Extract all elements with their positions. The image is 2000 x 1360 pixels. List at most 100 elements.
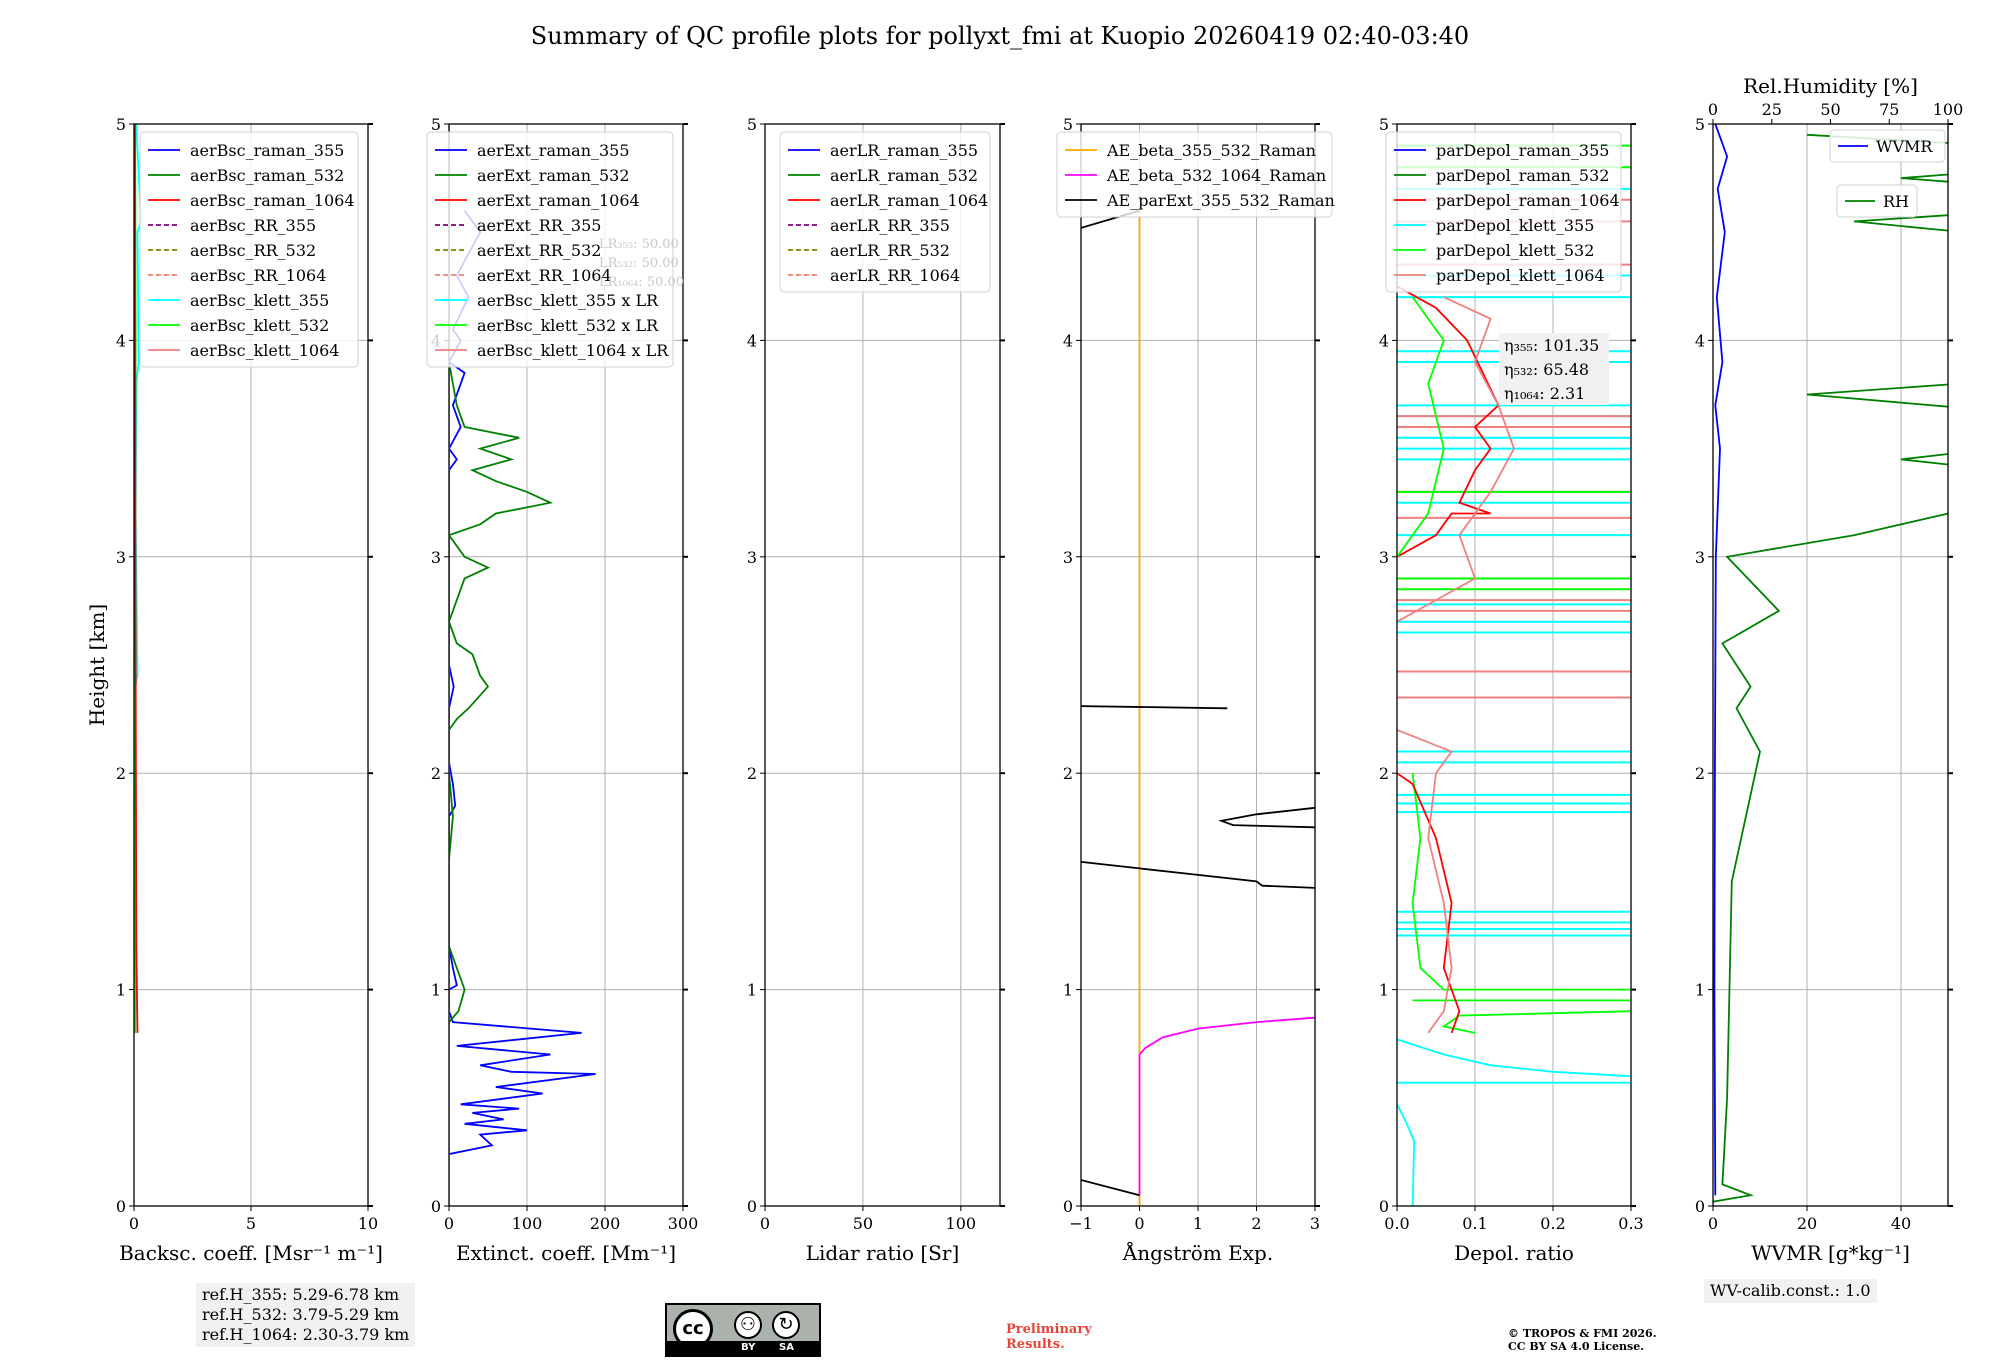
legend-label: aerExt_RR_532: [477, 241, 601, 260]
y-tick-label: 5: [1063, 115, 1073, 134]
x-tick-label: 0.1: [1462, 1214, 1487, 1233]
series-line-pardepol-klett-355: [1397, 1038, 1631, 1078]
eta-annotation-box: η₃₅₅: 101.35 η₅₃₂: 65.48 η₁₀₆₄: 2.31: [1499, 333, 1609, 405]
y-tick-label: 3: [1063, 548, 1073, 567]
y-tick-label: 2: [431, 764, 441, 783]
y-tick-label: 1: [431, 981, 441, 1000]
legend-label: aerBsc_klett_355 x LR: [477, 291, 659, 310]
copyright-line-2: CC BY SA 4.0 License.: [1508, 1340, 1645, 1353]
y-tick-label: 1: [116, 981, 126, 1000]
series-line-aerext-raman-355: [449, 210, 596, 1155]
legend-label: parDepol_klett_355: [1436, 216, 1594, 235]
data-lines: [1713, 124, 1948, 1203]
eta-annotation: η₅₃₂: 65.48: [1504, 360, 1589, 379]
legend-box: [1056, 131, 1333, 218]
cc-logo-text: cc: [682, 1318, 704, 1339]
y-tick-label: 4: [1695, 331, 1705, 350]
lidar-ratio-annotation: LR₁₀₆₄: 50.00: [599, 275, 684, 290]
series-line-pardepol-klett-1064: [1397, 296, 1515, 623]
legend-label: RH: [1883, 192, 1909, 211]
x-tick-label: 0.0: [1384, 1214, 1409, 1233]
legend-label: aerBsc_RR_532: [190, 241, 316, 260]
x-axis-label: Depol. ratio: [1454, 1241, 1574, 1265]
x-tick-label: 0: [1708, 1214, 1718, 1233]
y-tick-label: 0: [1063, 1197, 1073, 1216]
legend-label: parDepol_raman_532: [1436, 166, 1609, 185]
legend-label: aerLR_RR_1064: [830, 266, 960, 285]
panel-3: 0 50 100 0 1 2 3 4 5 Lidar ratio [Sr] aerLR_raman_…: [747, 115, 1005, 1265]
lidar-ratio-annotation: LR₅₃₂: 50.00: [599, 256, 679, 271]
top-x-tick-label: 0: [1708, 100, 1718, 119]
legend-label: aerBsc_RR_355: [190, 216, 316, 235]
x-axis-label: Ångström Exp.: [1122, 1240, 1273, 1265]
legend-label: aerLR_raman_1064: [830, 191, 988, 210]
series-line-pardepol-klett-532: [1397, 296, 1445, 558]
legend-label: aerLR_raman_355: [830, 141, 978, 160]
x-tick-label: 0.3: [1618, 1214, 1643, 1233]
x-tick-label: 300: [668, 1214, 699, 1233]
license-by-label: BY: [741, 1342, 756, 1353]
legend-label: aerBsc_klett_1064 x LR: [477, 341, 669, 360]
legend-box: [1829, 129, 1946, 163]
y-tick-label: 0: [1379, 1197, 1389, 1216]
x-tick-label: 5: [246, 1214, 256, 1233]
y-tick-label: 4: [1063, 331, 1073, 350]
x-tick-label: 0.2: [1540, 1214, 1565, 1233]
axes-frame: [1396, 123, 1632, 1207]
copyright-line-1: © TROPOS & FMI 2026.: [1508, 1327, 1657, 1340]
top-x-tick-label: 50: [1820, 100, 1840, 119]
eta-box-bg: [1499, 333, 1609, 405]
x-tick-label: 2: [1251, 1214, 1261, 1233]
cc-license-badge: cc ⚇ ↻ BY SA: [665, 1303, 821, 1357]
legend-label: aerLR_RR_532: [830, 241, 950, 260]
legend-box: [426, 131, 674, 368]
y-tick-label: 5: [1379, 115, 1389, 134]
y-tick-label: 5: [431, 115, 441, 134]
ref-height-1064: ref.H_1064: 2.30-3.79 km: [202, 1325, 410, 1344]
data-lines: [1397, 144, 1631, 1206]
y-tick-label: 3: [747, 548, 757, 567]
series-line-pardepol-raman-1064: [1397, 772, 1461, 1034]
series-line-pardepol-klett-1064: [1397, 729, 1454, 1034]
series-line-rh: [1713, 133, 1948, 1203]
legend-label: aerBsc_raman_1064: [190, 191, 355, 210]
legend-label: parDepol_klett_532: [1436, 241, 1594, 260]
axes-frame: [764, 123, 1001, 1207]
legend-label: AE_beta_532_1064_Raman: [1106, 166, 1326, 185]
series-line-pardepol-klett-355: [1397, 1103, 1416, 1206]
y-tick-label: 5: [116, 115, 126, 134]
legend-rh: RH: [1836, 184, 1918, 218]
y-tick-label: 4: [116, 331, 126, 350]
y-tick-label: 2: [747, 764, 757, 783]
legend-box: [1385, 131, 1622, 293]
preliminary-line-1: Preliminary: [1006, 1322, 1092, 1337]
x-axis-label: WVMR [g*kg⁻¹]: [1751, 1241, 1910, 1265]
license-sa-label: SA: [779, 1342, 794, 1353]
license-label-strip: BY SA: [667, 1341, 819, 1355]
x-axis-label: Lidar ratio [Sr]: [806, 1241, 960, 1265]
y-tick-label: 1: [1379, 981, 1389, 1000]
legend-label: aerExt_RR_1064: [477, 266, 612, 285]
legend-label: aerExt_RR_355: [477, 216, 601, 235]
data-lines: [1081, 209, 1315, 1206]
series-line-ae-parext-355-532-raman: [1081, 861, 1315, 889]
series-line-pardepol-klett-532: [1441, 1010, 1631, 1034]
legend-label: WVMR: [1876, 137, 1933, 156]
y-tick-label: 1: [747, 981, 757, 1000]
legend: aerExt_raman_355 aerExt_raman_532 aerExt_r…: [426, 131, 674, 368]
x-axis-label: Backsc. coeff. [Msr⁻¹ m⁻¹]: [119, 1241, 383, 1265]
series-line-pardepol-raman-1064: [1397, 285, 1500, 558]
legend-label: parDepol_raman_1064: [1436, 191, 1620, 210]
y-tick-label: 1: [1695, 981, 1705, 1000]
axes-frame: [448, 123, 684, 1207]
legend-label: aerBsc_raman_532: [190, 166, 344, 185]
legend: AE_beta_355_532_Raman AE_beta_532_1064_Ra…: [1056, 131, 1335, 218]
series-line-wvmr: [1713, 124, 1729, 1196]
data-lines: [134, 124, 142, 1033]
legend: parDepol_raman_355 parDepol_raman_532 parD…: [1385, 131, 1622, 293]
legend: aerLR_raman_355 aerLR_raman_532 aerLR_rama…: [779, 131, 991, 293]
top-x-tick-label: 100: [1933, 100, 1964, 119]
series-line-pardepol-klett-532: [1411, 773, 1631, 991]
top-x-tick-label: 75: [1879, 100, 1899, 119]
